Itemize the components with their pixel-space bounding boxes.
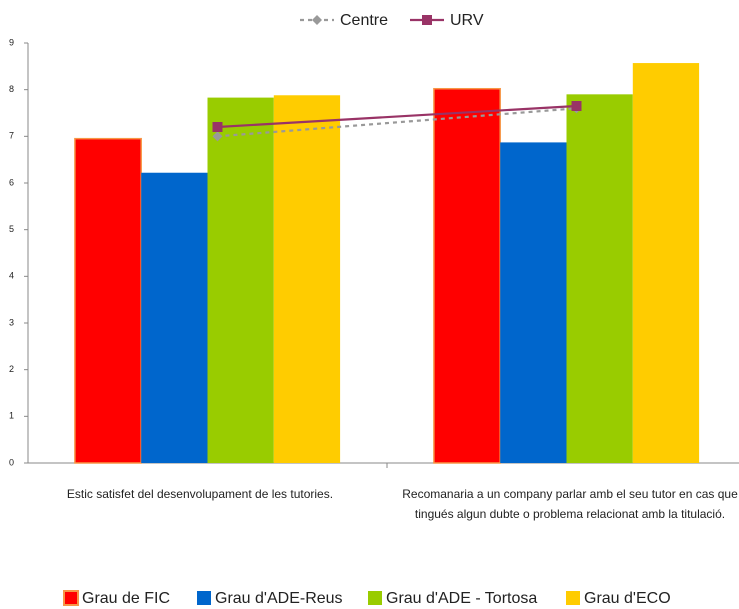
legend-label: URV	[450, 12, 484, 29]
bar	[433, 87, 501, 464]
legend-swatch	[63, 590, 79, 606]
bar	[500, 142, 567, 463]
legend-marker	[312, 15, 322, 25]
legend-label: Centre	[340, 12, 388, 29]
bar	[273, 95, 341, 464]
marker	[212, 131, 223, 142]
bar	[207, 97, 274, 463]
y-tick-label: 0	[9, 457, 14, 467]
legend-swatch	[566, 591, 580, 605]
legend-swatch	[368, 591, 382, 605]
legend-marker	[422, 15, 432, 25]
y-tick-label: 4	[9, 271, 14, 281]
y-tick-label: 5	[9, 224, 14, 234]
line	[217, 104, 577, 129]
bar	[74, 137, 142, 464]
legend-label: Grau d'ADE-Reus	[215, 590, 343, 607]
marker	[571, 101, 582, 111]
bar	[141, 172, 208, 463]
y-tick-label: 6	[9, 177, 14, 187]
y-tick-label: 2	[9, 364, 14, 374]
legend-label: Grau d'ECO	[584, 590, 671, 607]
category-label: Recomanaria a un company parlar amb el s…	[402, 487, 738, 521]
marker	[212, 122, 223, 132]
bar	[566, 94, 633, 463]
bar	[632, 63, 700, 464]
y-tick-label: 7	[9, 131, 14, 141]
category-label: Estic satisfet del desenvolupament de le…	[66, 487, 334, 501]
y-tick-label: 3	[9, 317, 14, 327]
legend-label: Grau de FIC	[82, 590, 170, 607]
legend-swatch	[197, 591, 211, 605]
legend-label: Grau d'ADE - Tortosa	[386, 590, 537, 607]
y-tick-label: 8	[9, 84, 14, 94]
y-tick-label: 1	[9, 411, 14, 421]
y-tick-label: 9	[9, 37, 14, 47]
